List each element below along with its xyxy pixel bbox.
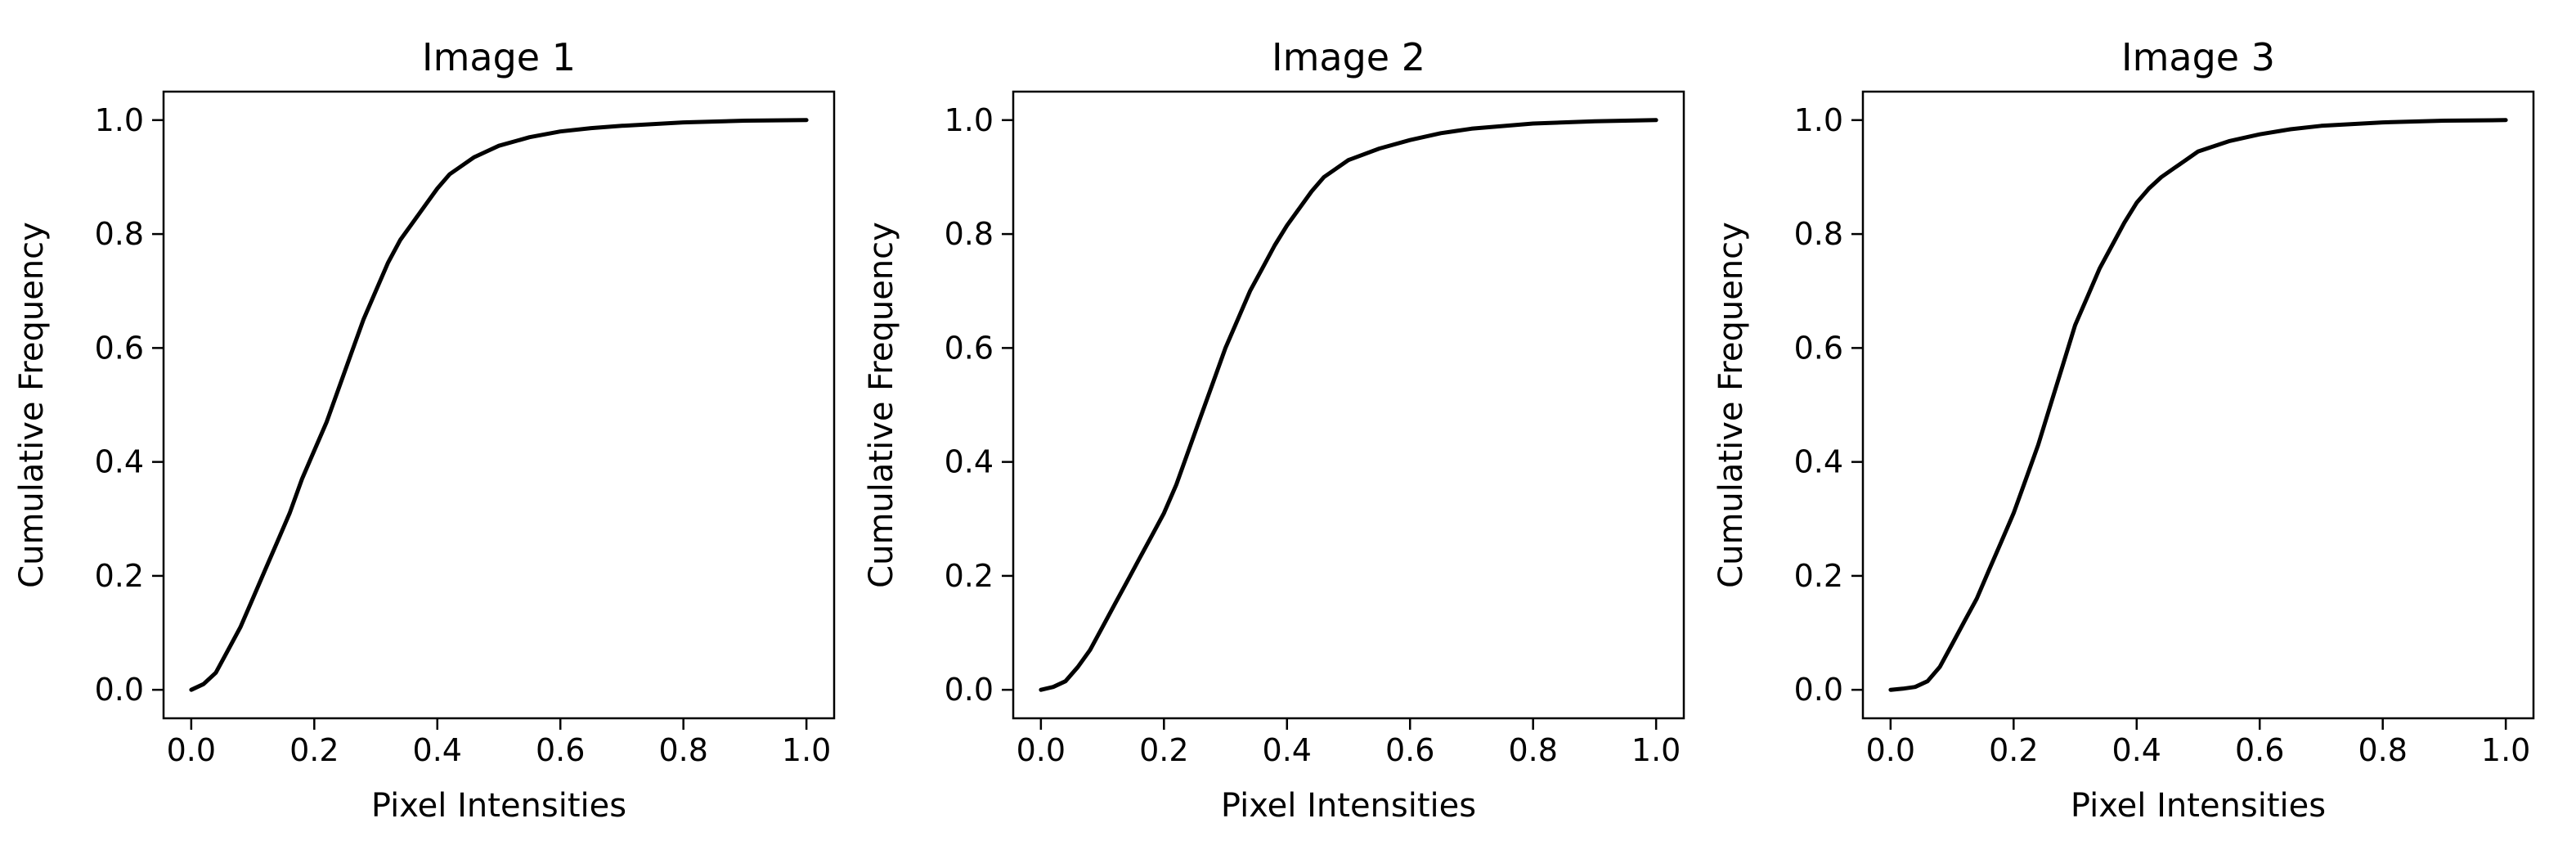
x-tick-label: 0.4 (413, 732, 462, 768)
x-tick-label: 1.0 (2481, 732, 2530, 768)
chart-panel-1: Image 1 0.0 0.2 0.4 0.6 0.8 1.0 0.0 0.2 0.4 0.6 0.8… (13, 35, 836, 825)
chart-title: Image 1 (422, 35, 576, 79)
y-tick-label: 0.2 (945, 558, 994, 594)
y-tick-label: 0.6 (945, 330, 994, 366)
y-tick-label: 1.0 (1794, 102, 1843, 138)
y-tick-label: 0.6 (1794, 330, 1843, 366)
x-tick-label: 0.2 (1989, 732, 2038, 768)
x-tick-label: 0.6 (2235, 732, 2284, 768)
chart-panel-3: Image 3 0.0 0.2 0.4 0.6 0.8 1.0 0.0 0.2 0.4 0.6 0.8… (1712, 35, 2535, 825)
x-tick-label: 0.0 (1016, 732, 1066, 768)
x-tick-label: 0.2 (1139, 732, 1188, 768)
chart-title: Image 3 (2121, 35, 2275, 79)
x-axis-label: Pixel Intensities (371, 787, 626, 825)
x-tick-label: 1.0 (1631, 732, 1681, 768)
x-tick-label: 0.0 (167, 732, 216, 768)
x-tick-label: 0.8 (658, 732, 707, 768)
y-tick-label: 0.8 (95, 216, 144, 252)
y-tick-label: 0.4 (945, 444, 994, 480)
x-tick-label: 0.2 (289, 732, 339, 768)
cdf-line (1039, 118, 1658, 692)
y-axis-label: Cumulative Frequency (863, 222, 900, 588)
y-tick-label: 0.0 (95, 672, 144, 708)
x-tick-label: 0.0 (1866, 732, 1915, 768)
x-axis-label: Pixel Intensities (2071, 787, 2326, 825)
y-tick-label: 1.0 (95, 102, 144, 138)
plot-frame (1861, 90, 2535, 720)
y-tick-label: 0.0 (945, 672, 994, 708)
chart-title: Image 2 (1272, 35, 1425, 79)
x-tick-label: 0.8 (1508, 732, 1557, 768)
x-tick-label: 0.4 (1263, 732, 1312, 768)
y-tick-label: 0.8 (1794, 216, 1843, 252)
y-tick-label: 0.6 (95, 330, 144, 366)
plot-frame (162, 90, 836, 720)
y-tick-label: 0.4 (95, 444, 144, 480)
y-axis-label: Cumulative Frequency (1712, 222, 1750, 588)
x-tick-label: 1.0 (782, 732, 831, 768)
y-tick-label: 0.2 (1794, 558, 1843, 594)
y-tick-label: 0.2 (95, 558, 144, 594)
y-tick-label: 0.4 (1794, 444, 1843, 480)
x-axis-label: Pixel Intensities (1221, 787, 1476, 825)
x-tick-label: 0.6 (536, 732, 585, 768)
x-tick-label: 0.8 (2358, 732, 2407, 768)
y-axis-label: Cumulative Frequency (13, 222, 51, 588)
chart-panel-2: Image 2 0.0 0.2 0.4 0.6 0.8 1.0 0.0 0.2 0.4 0.6 0.8… (863, 35, 1685, 825)
y-tick-label: 1.0 (945, 102, 994, 138)
cdf-line (189, 118, 809, 692)
plot-frame (1012, 90, 1685, 720)
cdf-line (1888, 118, 2508, 692)
y-tick-label: 0.8 (945, 216, 994, 252)
x-tick-label: 0.4 (2112, 732, 2161, 768)
y-tick-label: 0.0 (1794, 672, 1843, 708)
x-tick-label: 0.6 (1385, 732, 1434, 768)
